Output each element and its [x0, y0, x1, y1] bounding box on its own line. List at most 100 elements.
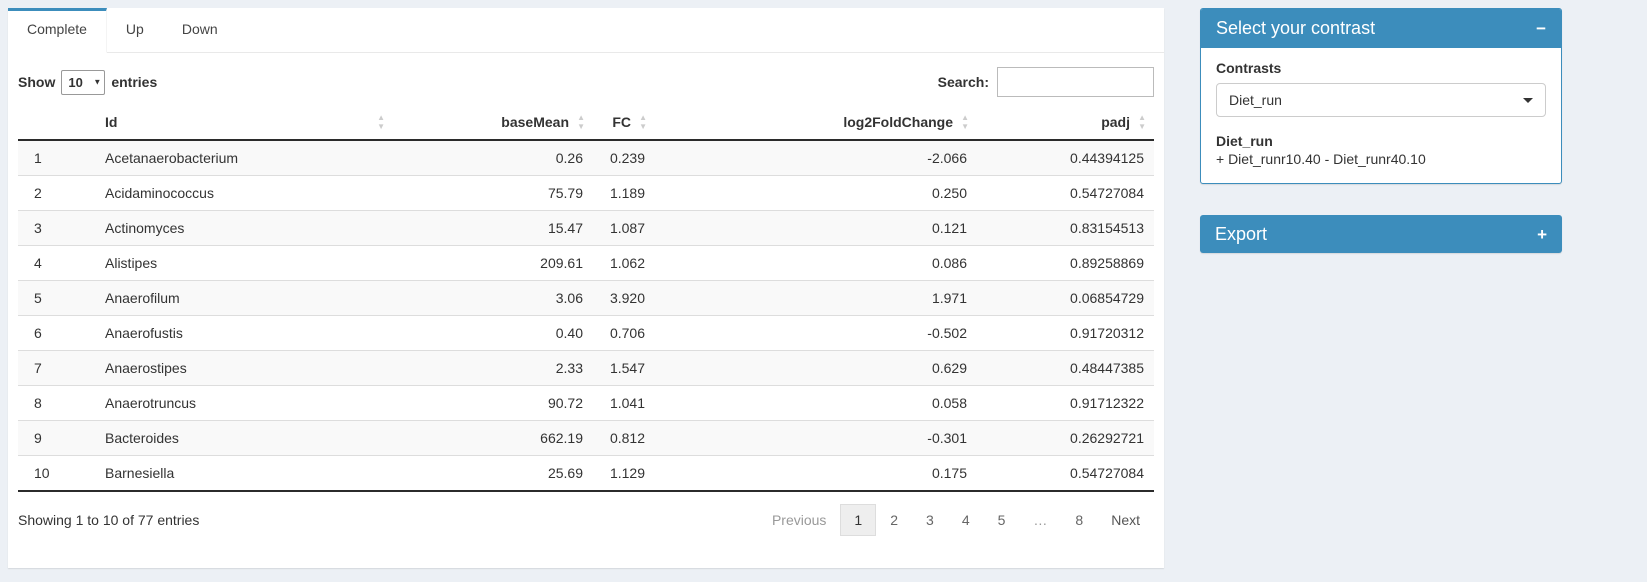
- select-contrast-box: Select your contrast − Contrasts Diet_ru…: [1200, 8, 1562, 184]
- sort-icon: ▲ ▼: [639, 113, 647, 131]
- rownum-cell: 3: [18, 210, 93, 246]
- rownum-cell: 5: [18, 280, 93, 316]
- basemean-cell: 662.19: [393, 420, 593, 456]
- column-header-padj[interactable]: padj ▲ ▼: [977, 105, 1154, 141]
- basemean-cell: 25.69: [393, 455, 593, 492]
- column-header-fc[interactable]: FC ▲ ▼: [593, 105, 655, 141]
- chevron-down-icon: [1523, 98, 1533, 103]
- padj-cell: 0.44394125: [1070, 150, 1144, 166]
- basemean-cell: 0.26: [555, 150, 583, 166]
- table-row[interactable]: 7 Anaerostipes 2.33 1.547 0.629 0.484473…: [18, 350, 1154, 386]
- rownum-cell: 2: [18, 175, 93, 211]
- tab-bar: Complete Up Down: [8, 8, 1164, 53]
- table-row[interactable]: 1 Acetanaerobacterium 0.26 0.239 -2.066 …: [18, 140, 1154, 176]
- pagination-ellipsis: …: [1033, 512, 1048, 528]
- table-info: Showing 1 to 10 of 77 entries: [18, 512, 200, 528]
- basemean-cell: 75.79: [393, 175, 593, 211]
- pagination-page-1[interactable]: 1: [840, 504, 877, 536]
- pagination-page-4[interactable]: 4: [961, 512, 970, 528]
- fc-cell: 1.041: [593, 385, 655, 421]
- search-input[interactable]: [997, 67, 1154, 97]
- select-contrast-title: Select your contrast: [1216, 18, 1376, 38]
- results-table: Id ▲ ▼ baseMean ▲ ▼ FC ▲ ▼ log2FoldChange ▲…: [18, 105, 1154, 492]
- expand-plus-icon[interactable]: +: [1537, 224, 1547, 244]
- basemean-cell: 2.33: [393, 350, 593, 386]
- select-contrast-header: Select your contrast −: [1201, 9, 1561, 48]
- rownum-cell: 4: [18, 245, 93, 281]
- tab-complete[interactable]: Complete: [8, 8, 107, 53]
- export-box-header[interactable]: Export +: [1200, 215, 1562, 253]
- table-row[interactable]: 4 Alistipes 209.61 1.062 0.086 0.8925886…: [18, 245, 1154, 281]
- padj-cell: 0.91720312: [977, 315, 1154, 351]
- tab-down[interactable]: Down: [181, 21, 218, 37]
- column-header-id[interactable]: Id ▲ ▼: [93, 105, 393, 141]
- id-cell: Bacteroides: [93, 420, 393, 456]
- basemean-cell: 90.72: [393, 385, 593, 421]
- log2fc-cell: 0.121: [655, 210, 977, 246]
- fc-cell: 1.087: [593, 210, 655, 246]
- table-row[interactable]: 8 Anaerotruncus 90.72 1.041 0.058 0.9171…: [18, 385, 1154, 421]
- basemean-cell: 209.61: [393, 245, 593, 281]
- table-body: 1 Acetanaerobacterium 0.26 0.239 -2.066 …: [18, 140, 1154, 492]
- sort-icon: ▲ ▼: [377, 113, 385, 131]
- id-cell: Alistipes: [93, 245, 393, 281]
- padj-cell: 0.89258869: [977, 245, 1154, 281]
- fc-cell: 0.239: [609, 150, 645, 166]
- log2fc-cell: -0.502: [655, 315, 977, 351]
- pagination-page-2[interactable]: 2: [890, 512, 899, 528]
- select-contrast-body: Contrasts Diet_run Diet_run + Diet_runr1…: [1201, 48, 1561, 183]
- pagination-page-3[interactable]: 3: [926, 512, 934, 528]
- column-header-rownum: [18, 105, 93, 141]
- log2fc-cell: -2.066: [927, 150, 967, 166]
- padj-cell: 0.26292721: [977, 420, 1154, 456]
- id-cell: Anaerotruncus: [93, 385, 393, 421]
- padj-cell: 0.91712322: [977, 385, 1154, 421]
- basemean-cell: 0.40: [393, 315, 593, 351]
- pagination-next[interactable]: Next: [1111, 512, 1140, 528]
- export-title: Export: [1215, 223, 1268, 244]
- table-row[interactable]: 9 Bacteroides 662.19 0.812 -0.301 0.2629…: [18, 420, 1154, 456]
- rownum-cell: 6: [18, 315, 93, 351]
- fc-cell: 1.062: [593, 245, 655, 281]
- padj-cell: 0.83154513: [977, 210, 1154, 246]
- table-row[interactable]: 2 Acidaminococcus 75.79 1.189 0.250 0.54…: [18, 175, 1154, 211]
- page-length-select-wrap: 10 ▼: [61, 69, 106, 95]
- fc-cell: 0.706: [593, 315, 655, 351]
- fc-cell: 1.129: [593, 455, 655, 492]
- tab-up[interactable]: Up: [125, 21, 144, 37]
- fc-cell: 1.189: [593, 175, 655, 211]
- table-controls: Show 10 ▼ entries Search:: [8, 67, 1164, 97]
- log2fc-cell: 0.629: [655, 350, 977, 386]
- column-header-log2foldchange[interactable]: log2FoldChange ▲ ▼: [655, 105, 977, 141]
- collapse-minus-icon[interactable]: −: [1536, 19, 1546, 38]
- pagination-page-5[interactable]: 5: [997, 512, 1006, 528]
- search-label: Search:: [937, 74, 989, 90]
- basemean-cell: 3.06: [393, 280, 593, 316]
- table-row[interactable]: 10 Barnesiella 25.69 1.129 0.175 0.54727…: [18, 455, 1154, 492]
- rownum-cell: 9: [18, 420, 93, 456]
- contrast-detail-formula: + Diet_runr10.40 - Diet_runr40.10: [1216, 151, 1426, 167]
- basemean-cell: 15.47: [393, 210, 593, 246]
- pagination-previous[interactable]: Previous: [771, 512, 827, 528]
- contrast-select-value: Diet_run: [1229, 92, 1282, 108]
- contrast-select[interactable]: Diet_run: [1216, 83, 1546, 117]
- log2fc-cell: -0.301: [655, 420, 977, 456]
- column-header-basemean[interactable]: baseMean ▲ ▼: [393, 105, 593, 141]
- show-label: Show: [18, 74, 56, 90]
- table-row[interactable]: 6 Anaerofustis 0.40 0.706 -0.502 0.91720…: [18, 315, 1154, 351]
- rownum-cell: 7: [18, 350, 93, 386]
- pagination-page-8[interactable]: 8: [1075, 512, 1084, 528]
- log2fc-cell: 1.971: [655, 280, 977, 316]
- id-cell: Anaerofustis: [93, 315, 393, 351]
- entries-label: entries: [111, 74, 158, 90]
- table-row[interactable]: 5 Anaerofilum 3.06 3.920 1.971 0.0685472…: [18, 280, 1154, 316]
- id-cell: Barnesiella: [93, 455, 393, 492]
- log2fc-cell: 0.250: [655, 175, 977, 211]
- rownum-cell: 8: [18, 385, 93, 421]
- rownum-cell: 10: [18, 455, 93, 492]
- page-length-select[interactable]: 10: [61, 69, 106, 95]
- table-header-row: Id ▲ ▼ baseMean ▲ ▼ FC ▲ ▼ log2FoldChange ▲…: [18, 105, 1154, 141]
- padj-cell: 0.54727084: [977, 455, 1154, 492]
- table-row[interactable]: 3 Actinomyces 15.47 1.087 0.121 0.831545…: [18, 210, 1154, 246]
- fc-cell: 1.547: [593, 350, 655, 386]
